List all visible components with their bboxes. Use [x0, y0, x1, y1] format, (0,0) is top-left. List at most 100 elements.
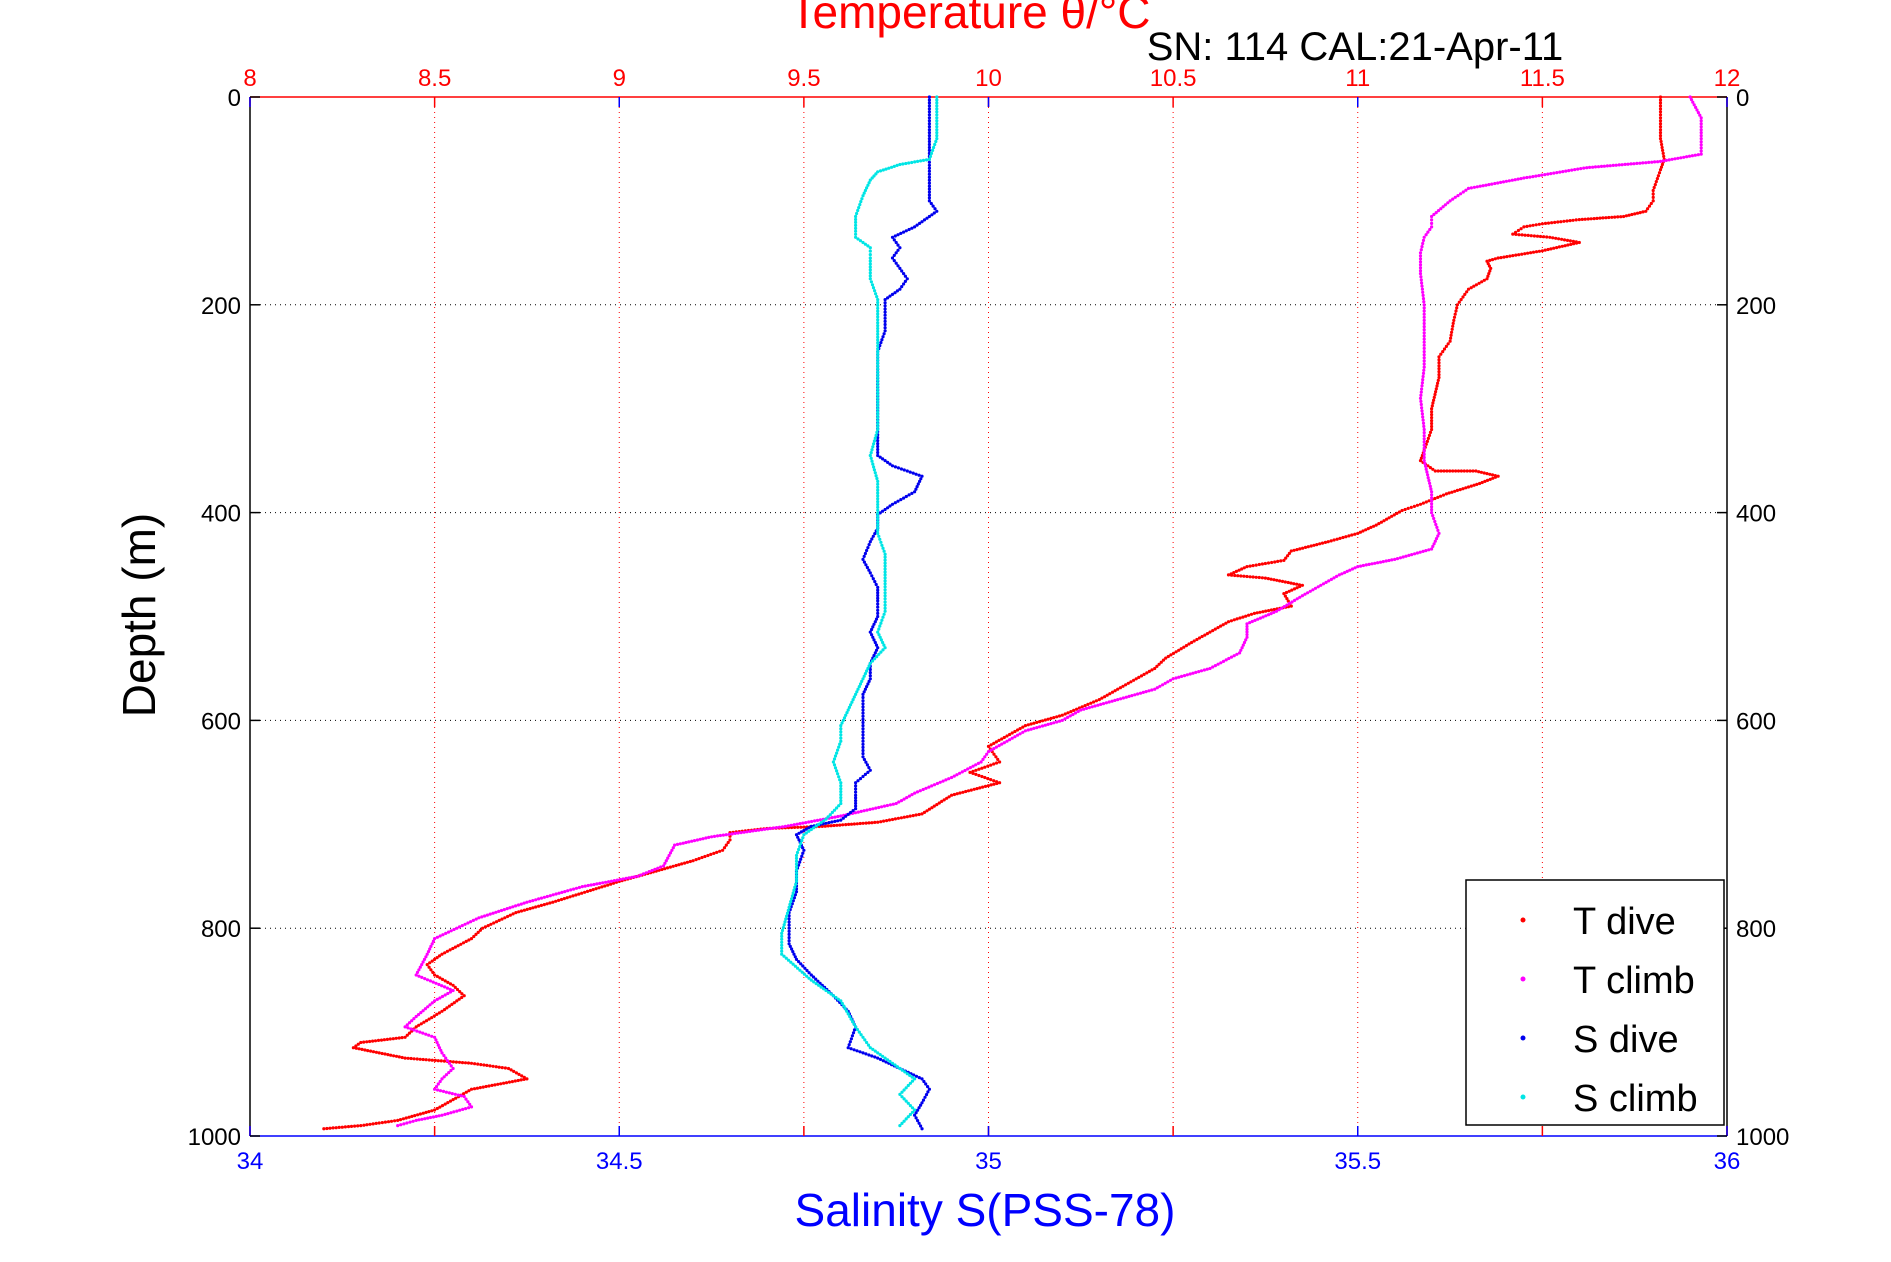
- data-point: [680, 862, 684, 866]
- data-point: [917, 812, 921, 817]
- data-point: [1659, 165, 1664, 169]
- y-tick-label-right: 1000: [1736, 1124, 1789, 1151]
- data-point: [1292, 587, 1297, 591]
- data-point: [1242, 574, 1246, 578]
- data-point: [793, 955, 797, 959]
- data-point: [1407, 553, 1411, 558]
- data-point: [1258, 616, 1262, 620]
- data-point: [1422, 446, 1426, 450]
- data-point: [876, 450, 880, 455]
- data-point: [794, 853, 799, 858]
- data-point: [876, 526, 880, 530]
- data-point: [663, 861, 667, 865]
- y-tick-label-right: 200: [1736, 293, 1776, 320]
- data-point: [787, 920, 791, 924]
- data-point: [499, 1082, 503, 1086]
- data-point: [1205, 667, 1209, 671]
- data-point: [389, 1053, 393, 1057]
- data-point: [927, 107, 932, 111]
- data-point: [992, 762, 996, 766]
- data-point: [841, 823, 845, 827]
- data-point: [1079, 708, 1083, 712]
- data-point: [854, 229, 858, 233]
- data-point: [892, 259, 896, 263]
- data-point: [868, 667, 872, 672]
- data-point: [1420, 381, 1424, 385]
- data-point: [863, 772, 868, 777]
- data-point: [866, 546, 870, 550]
- data-point: [522, 908, 527, 912]
- data-point: [868, 768, 872, 772]
- data-point: [718, 849, 722, 853]
- chart-subtitle: SN: 114 CAL:21-Apr-11: [1147, 25, 1564, 69]
- data-point: [930, 806, 934, 810]
- data-point: [1442, 469, 1446, 473]
- data-point: [421, 1031, 425, 1035]
- data-point: [1234, 569, 1238, 574]
- data-point: [919, 1124, 923, 1128]
- data-point: [1395, 557, 1400, 561]
- data-point: [888, 294, 892, 298]
- data-point: [904, 1086, 908, 1090]
- data-point: [798, 968, 802, 972]
- data-point: [1029, 727, 1033, 731]
- data-point: [466, 1061, 471, 1065]
- data-point: [876, 514, 880, 518]
- data-point: [1145, 671, 1149, 675]
- data-point: [989, 748, 993, 752]
- data-point: [1644, 209, 1648, 213]
- data-point: [861, 739, 865, 743]
- data-point: [867, 181, 871, 185]
- data-point: [935, 134, 939, 138]
- data-point: [863, 551, 868, 556]
- data-point: [1361, 563, 1365, 568]
- data-point: [809, 978, 813, 982]
- data-point: [856, 687, 860, 691]
- data-point: [436, 1059, 440, 1063]
- data-point: [819, 821, 823, 825]
- data-point: [1430, 225, 1434, 229]
- data-point: [1272, 610, 1276, 615]
- data-point: [667, 853, 671, 858]
- data-point: [851, 1031, 856, 1035]
- data-point: [1390, 558, 1394, 562]
- data-point: [787, 929, 791, 933]
- data-point: [918, 479, 922, 483]
- data-point: [1588, 165, 1592, 169]
- data-point: [554, 892, 558, 896]
- data-point: [437, 1011, 441, 1015]
- data-point: [1221, 659, 1226, 664]
- data-point: [1422, 328, 1426, 332]
- data-point: [927, 145, 932, 150]
- data-point: [1327, 579, 1331, 583]
- data-point: [804, 821, 808, 825]
- data-point: [366, 1049, 370, 1053]
- data-point: [863, 188, 868, 193]
- data-point: [671, 864, 675, 868]
- data-point: [449, 1068, 453, 1073]
- data-point: [1320, 541, 1325, 545]
- data-point: [1635, 211, 1640, 215]
- data-point: [807, 826, 811, 830]
- data-point: [417, 974, 421, 978]
- data-point: [493, 1083, 497, 1087]
- data-point: [436, 1082, 440, 1086]
- y-tick-label-left: 800: [201, 916, 241, 943]
- data-point: [927, 122, 932, 126]
- data-point: [1018, 727, 1022, 731]
- data-point: [864, 760, 868, 764]
- data-point: [1184, 644, 1188, 648]
- data-point: [443, 1102, 447, 1106]
- data-point: [405, 1023, 409, 1027]
- data-point: [876, 497, 880, 501]
- data-point: [1426, 436, 1430, 440]
- data-point: [1652, 185, 1656, 190]
- data-point: [1531, 175, 1535, 179]
- data-point: [1421, 371, 1426, 375]
- data-point: [966, 789, 971, 793]
- data-point: [464, 939, 468, 944]
- data-point: [371, 1039, 375, 1043]
- data-point: [791, 891, 795, 895]
- data-point: [928, 154, 933, 158]
- data-point: [1550, 221, 1554, 225]
